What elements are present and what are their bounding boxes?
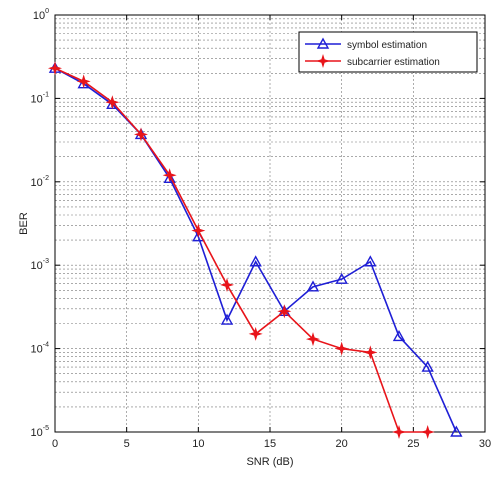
data-point [163,171,176,184]
data-point [76,74,91,89]
x-tick-label: 15 [264,438,276,450]
y-tick-exponent: -2 [43,175,49,182]
data-point [335,272,348,284]
y-tick-exponent: 0 [45,8,49,15]
y-tick-label: 10-3 [31,258,50,272]
data-point [191,223,206,238]
y-tick-label: 10-4 [31,342,50,356]
x-tick-label: 10 [192,438,204,450]
data-point [248,326,263,341]
y-tick-base: 10 [33,10,45,22]
data-point [421,360,434,372]
data-point [392,329,406,342]
x-axis-ticks: 0 5 10 15 20 25 30 [52,15,491,450]
legend-box [298,31,478,73]
legend-label: symbol estimation [347,40,427,51]
y-tick-exponent: -3 [43,258,49,265]
legend-marker [315,53,331,69]
grid [55,15,485,432]
x-tick-label: 0 [52,438,58,450]
series-line [54,67,428,433]
y-tick-base: 10 [31,177,43,189]
data-point [220,313,234,325]
y-tick-label: 10-2 [31,175,50,189]
legend-label: subcarrier estimation [347,57,440,68]
data-point [334,341,349,356]
y-tick-base: 10 [31,260,43,272]
data-point [420,424,435,440]
data-point [47,61,63,76]
data-point [249,255,262,267]
y-tick-base: 10 [31,427,43,439]
legend-entry: subcarrier estimation [305,53,440,69]
data-point [363,345,378,360]
data-point [364,255,377,267]
data-point [450,425,463,437]
x-axis-title: SNR (dB) [246,456,293,468]
y-tick-exponent: -1 [43,91,49,98]
y-tick-exponent: -4 [43,342,49,349]
series-1 [47,61,435,440]
y-tick-exponent: -5 [43,425,49,432]
x-tick-label: 5 [124,438,130,450]
series-layer [47,61,463,440]
y-tick-label: 100 [33,8,49,22]
data-point [219,277,235,292]
y-tick-label: 10-1 [31,91,50,105]
x-tick-label: 30 [479,438,491,450]
y-tick-base: 10 [31,344,43,356]
x-tick-label: 20 [336,438,348,450]
data-point [133,127,149,142]
series-line [54,67,458,433]
x-tick-label: 25 [407,438,419,450]
data-point [105,95,120,110]
data-point [306,280,320,292]
data-point [391,424,407,440]
y-axis-title: BER [18,212,30,235]
data-point [162,168,177,183]
series-0 [48,61,463,437]
legend: symbol estimation subcarrier estimation [298,31,478,73]
y-tick-base: 10 [31,93,43,105]
y-tick-label: 10-5 [31,425,50,439]
legend-entry: symbol estimation [305,37,427,51]
legend-marker [316,37,330,49]
data-point [277,304,292,319]
data-point [305,332,321,347]
